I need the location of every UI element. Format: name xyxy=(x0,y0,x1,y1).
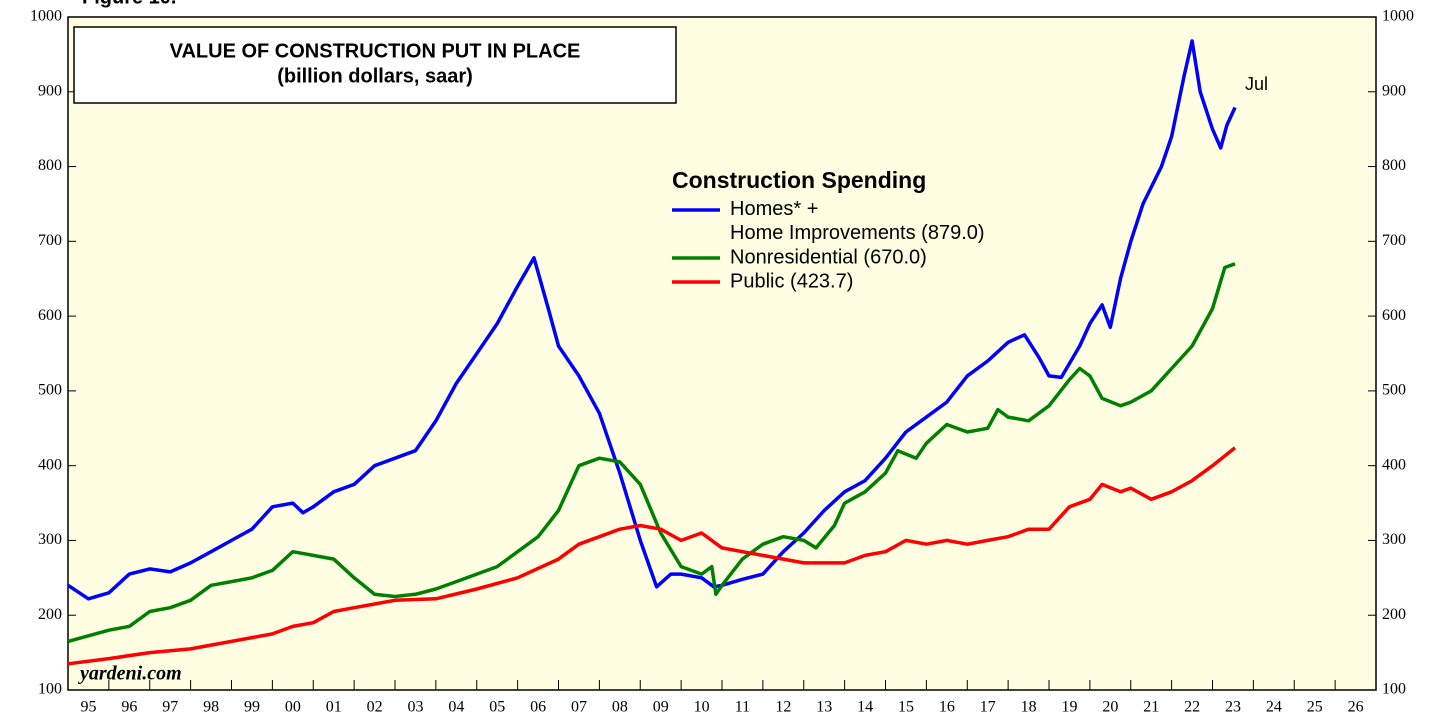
x-tick-label: 15 xyxy=(898,699,914,716)
x-tick-label: 08 xyxy=(612,699,628,716)
legend-label: Public (423.7) xyxy=(730,270,853,292)
y-tick-label: 900 xyxy=(38,82,62,99)
x-tick-label: 14 xyxy=(857,699,873,716)
y-tick-label: 1000 xyxy=(30,8,62,25)
figure-label: Figure 10. xyxy=(82,0,176,8)
x-tick-label: 20 xyxy=(1102,699,1118,716)
y-tick-label: 800 xyxy=(38,157,62,174)
x-tick-label: 19 xyxy=(1061,699,1077,716)
x-tick-label: 99 xyxy=(244,699,260,716)
x-tick-label: 09 xyxy=(653,699,669,716)
x-tick-label: 12 xyxy=(775,699,791,716)
y-tick-label: 300 xyxy=(38,531,62,548)
y-tick-label: 400 xyxy=(38,456,62,473)
y-tick-label-right: 900 xyxy=(1382,82,1406,99)
x-tick-label: 06 xyxy=(530,699,546,716)
y-tick-label-right: 400 xyxy=(1382,456,1406,473)
source: yardeni.com xyxy=(78,663,182,685)
x-tick-label: 16 xyxy=(939,699,955,716)
legend-label: Homes* + Home Improvements (879.0) xyxy=(730,198,985,244)
x-tick-label: 00 xyxy=(285,699,301,716)
title-box xyxy=(73,26,677,104)
x-tick-label: 01 xyxy=(326,699,342,716)
x-tick-label: 95 xyxy=(80,699,96,716)
series-line xyxy=(67,446,1237,666)
x-tick-label: 17 xyxy=(980,699,996,716)
x-tick-label: 05 xyxy=(489,699,505,716)
x-tick-label: 10 xyxy=(694,699,710,716)
y-tick-label: 100 xyxy=(38,681,62,698)
x-tick-label: 02 xyxy=(367,699,383,716)
x-tick-label: 97 xyxy=(162,699,178,716)
x-tick-label: 23 xyxy=(1225,699,1241,716)
chart-subtitle: (billion dollars, saar) xyxy=(277,65,473,87)
x-tick-label: 07 xyxy=(571,699,587,716)
y-tick-label: 200 xyxy=(38,606,62,623)
y-tick-label-right: 100 xyxy=(1382,681,1406,698)
annotation: Jul xyxy=(1245,74,1268,94)
x-tick-label: 03 xyxy=(407,699,423,716)
x-tick-label: 13 xyxy=(816,699,832,716)
y-tick-label-right: 1000 xyxy=(1382,8,1414,25)
plot-area xyxy=(67,16,1377,691)
legend-label: Nonresidential (670.0) xyxy=(730,246,927,268)
legend-title: Construction Spending xyxy=(672,167,926,193)
x-tick-label: 98 xyxy=(203,699,219,716)
y-tick-label-right: 300 xyxy=(1382,531,1406,548)
y-tick-label-right: 500 xyxy=(1382,382,1406,399)
y-tick-label-right: 800 xyxy=(1382,157,1406,174)
chart-title: VALUE OF CONSTRUCTION PUT IN PLACE xyxy=(170,40,581,62)
y-tick-label: 600 xyxy=(38,307,62,324)
y-tick-label-right: 700 xyxy=(1382,232,1406,249)
y-tick-label-right: 200 xyxy=(1382,606,1406,623)
x-tick-label: 24 xyxy=(1266,699,1282,716)
y-tick-label: 500 xyxy=(38,382,62,399)
x-tick-label: 96 xyxy=(121,699,137,716)
x-tick-label: 21 xyxy=(1143,699,1159,716)
x-tick-label: 18 xyxy=(1021,699,1037,716)
x-tick-label: 26 xyxy=(1348,699,1364,716)
series-line xyxy=(67,262,1236,644)
x-tick-label: 22 xyxy=(1184,699,1200,716)
y-tick-label: 700 xyxy=(38,232,62,249)
x-tick-label: 25 xyxy=(1307,699,1323,716)
x-tick-label: 04 xyxy=(448,699,464,716)
x-tick-label: 11 xyxy=(735,699,750,716)
y-tick-label-right: 600 xyxy=(1382,307,1406,324)
